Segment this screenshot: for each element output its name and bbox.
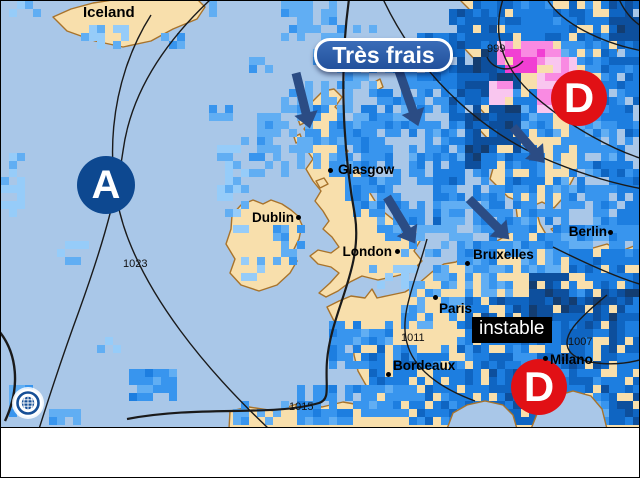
isobar-lines bbox=[1, 1, 639, 427]
map-area: Iceland Très frais instable A D D Glasgow D… bbox=[1, 1, 639, 427]
wind-arrow-icon bbox=[291, 71, 318, 129]
isobar bbox=[547, 1, 639, 51]
isobar bbox=[552, 246, 639, 285]
wind-arrow-icon bbox=[394, 69, 425, 127]
wind-arrow-icon bbox=[383, 194, 418, 244]
instable-badge: instable bbox=[472, 317, 552, 343]
info-bar: Do, 15.09.2022, 12..15 UTC Mi 00 +39h Mo… bbox=[1, 427, 639, 477]
city-dot bbox=[395, 249, 400, 254]
isobar bbox=[126, 1, 358, 421]
city-label: Paris bbox=[439, 301, 473, 316]
isobar bbox=[486, 56, 524, 70]
city-dot bbox=[543, 356, 548, 361]
city-label: Glasgow bbox=[338, 162, 395, 177]
city-dot bbox=[608, 230, 613, 235]
isobar-value-label: 1011 bbox=[401, 332, 425, 344]
city-label: Milano bbox=[550, 352, 593, 367]
city-dot bbox=[386, 372, 391, 377]
region-label-iceland: Iceland bbox=[83, 4, 135, 21]
isobar bbox=[111, 14, 268, 427]
city-dot bbox=[296, 215, 301, 220]
wind-arrow-icon bbox=[509, 124, 545, 164]
precipitation-pixels bbox=[1, 1, 639, 425]
wind-arrow-icon bbox=[465, 195, 510, 240]
globe-icon bbox=[16, 391, 40, 415]
tres-frais-banner: Très frais bbox=[314, 38, 453, 72]
city-label: Berlin bbox=[568, 224, 607, 239]
flow-arrows bbox=[291, 69, 545, 244]
city-label: Bordeaux bbox=[393, 358, 456, 373]
isobar bbox=[497, 1, 639, 159]
city-dot bbox=[328, 168, 333, 173]
isobar-value-label: 1007 bbox=[568, 336, 593, 348]
isobar-value-label: 999 bbox=[487, 43, 506, 55]
city-label: Bruxelles bbox=[473, 247, 534, 262]
city-label: Dublin bbox=[252, 210, 294, 225]
high-pressure-center: A bbox=[77, 156, 135, 214]
isobar-value-label: 1023 bbox=[123, 258, 148, 270]
city-dot bbox=[465, 261, 470, 266]
city-dot bbox=[433, 295, 438, 300]
isobar bbox=[38, 1, 210, 427]
isobar bbox=[404, 238, 476, 402]
isobar-value-label: 1015 bbox=[289, 401, 314, 413]
isobar bbox=[619, 1, 639, 26]
coastline bbox=[315, 177, 329, 189]
city-label: London bbox=[342, 244, 392, 259]
low-pressure-center: D bbox=[511, 359, 567, 415]
low-pressure-center: D bbox=[551, 70, 607, 126]
isobar bbox=[1, 331, 17, 422]
sea-notch bbox=[447, 400, 518, 427]
map-canvas bbox=[1, 1, 639, 427]
isobar bbox=[566, 294, 639, 365]
site-logo bbox=[14, 389, 42, 417]
